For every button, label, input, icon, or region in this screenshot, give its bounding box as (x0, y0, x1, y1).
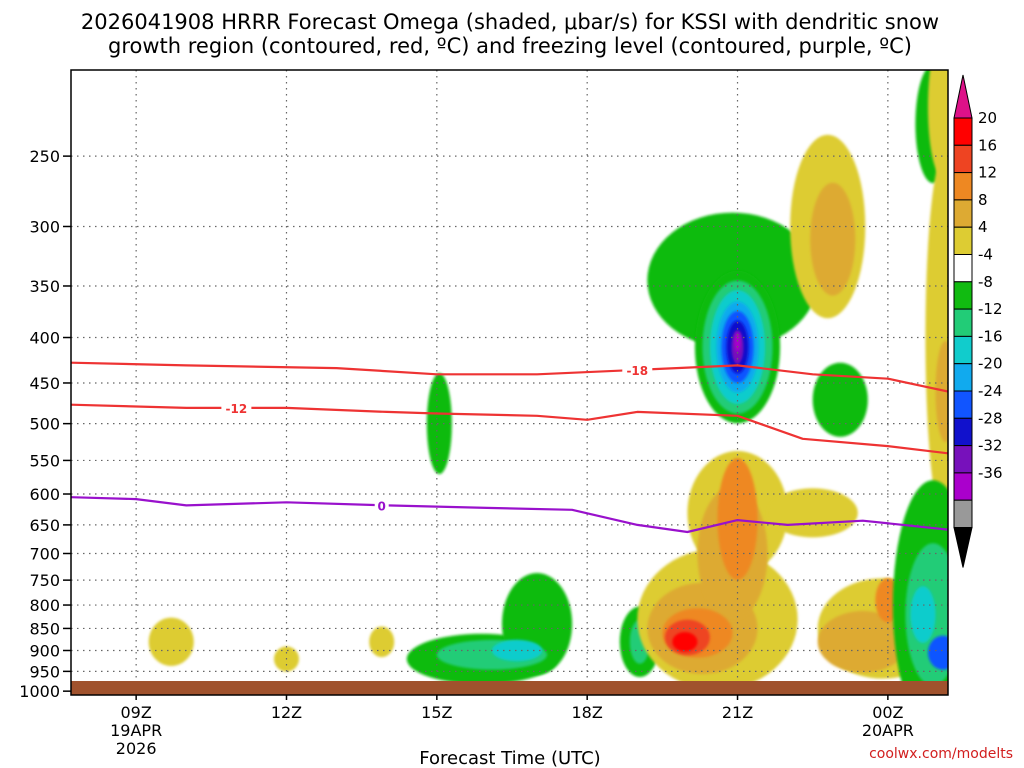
colorbar-segment (953, 335, 973, 365)
omega-blob (148, 617, 194, 666)
x-tick-date: 19APR (110, 721, 162, 740)
colorbar-segment (953, 308, 973, 337)
colorbar-label: 20 (978, 109, 997, 127)
contour-line (71, 403, 948, 455)
colorbar-segment (953, 499, 973, 529)
x-tick-label: 18Z (572, 703, 603, 722)
omega-blob (927, 70, 948, 178)
colorbar-segment (953, 117, 973, 146)
omega-blob (817, 611, 908, 673)
contour-line (71, 496, 948, 534)
x-tick-date: 20APR (862, 721, 914, 740)
contour-label: -12 (226, 402, 248, 416)
omega-blob (810, 182, 856, 296)
colorbar-label: -20 (978, 355, 1003, 373)
colorbar-label: 16 (978, 136, 997, 154)
x-tick-label: 21Z (722, 703, 753, 722)
x-axis-label: Forecast Time (UTC) (419, 748, 600, 768)
omega-blob (935, 340, 948, 443)
omega-blob (717, 458, 758, 580)
colorbar-segment (953, 472, 973, 501)
colorbar-segment (953, 226, 973, 255)
y-tick-label: 500 (29, 415, 60, 434)
y-tick-label: 950 (29, 662, 60, 681)
ground-bar (71, 681, 948, 695)
x-tick-label: 09Z (120, 703, 151, 722)
x-tick-label: 00Z (872, 703, 903, 722)
y-tick-label: 750 (29, 571, 60, 590)
colorbar-label: -12 (978, 300, 1003, 318)
colorbar-segment (953, 254, 973, 283)
colorbar-segment (953, 144, 973, 174)
colorbar-segment (953, 363, 973, 392)
colorbar-segment (953, 172, 973, 201)
colorbar-segment (953, 417, 973, 447)
colorbar-bottom-triangle (953, 527, 973, 568)
x-tick-year: 2026 (116, 739, 157, 758)
contour-label: -18 (626, 364, 648, 378)
y-tick-label: 900 (29, 641, 60, 660)
omega-blob (767, 488, 858, 538)
chart-title-line2: growth region (contoured, red, ºC) and f… (108, 34, 912, 58)
y-tick-label: 550 (29, 451, 60, 470)
colorbar-label: -8 (978, 273, 993, 291)
colorbar-segment (953, 445, 973, 474)
colorbar-label: -32 (978, 437, 1003, 455)
colorbar-label: -16 (978, 327, 1003, 345)
temperature-contours: -18 -12 0 (71, 361, 948, 534)
omega-blob (734, 332, 741, 352)
x-tick-label: 12Z (271, 703, 302, 722)
contour-label: 0 (378, 499, 386, 513)
contour-label-bg (221, 399, 252, 416)
colorbar-segment (953, 281, 973, 310)
omega-blob (672, 632, 698, 652)
contour-line (71, 361, 948, 393)
colorbar-label: 8 (978, 191, 988, 209)
y-tick-label: 650 (29, 516, 60, 535)
y-axis: 250 300 350 400 450 500 550 600 650 700 750 800 850 9… (19, 147, 71, 701)
colorbar-top-triangle (953, 74, 973, 119)
y-tick-label: 1000 (19, 682, 60, 701)
omega-blob (369, 626, 395, 658)
omega-blob (910, 586, 936, 643)
x-tick-label: 15Z (421, 703, 452, 722)
omega-blob (491, 639, 543, 662)
colorbar: 20 16 12 8 4 -4 -8 -12 -16 -20 -24 -28 -32 -36 (953, 74, 1003, 568)
colorbar-segment (953, 390, 973, 419)
y-tick-label: 450 (29, 374, 60, 393)
colorbar-label: -36 (978, 464, 1003, 482)
y-tick-label: 350 (29, 277, 60, 296)
y-tick-label: 400 (29, 329, 60, 348)
y-tick-label: 250 (29, 147, 60, 166)
y-tick-label: 800 (29, 596, 60, 615)
colorbar-label: -24 (978, 382, 1003, 400)
y-tick-label: 300 (29, 217, 60, 236)
colorbar-segment (953, 199, 973, 228)
chart-title-line1: 2026041908 HRRR Forecast Omega (shaded, … (81, 10, 939, 34)
colorbar-label: -4 (978, 246, 993, 264)
y-tick-label: 600 (29, 485, 60, 504)
colorbar-label: 4 (978, 218, 988, 236)
contour-label-bg (374, 497, 389, 514)
y-tick-label: 850 (29, 619, 60, 638)
omega-blob (812, 362, 868, 437)
contour-label-bg (622, 361, 653, 378)
colorbar-label: 12 (978, 164, 997, 182)
colorbar-label: -28 (978, 409, 1003, 427)
y-tick-label: 700 (29, 545, 60, 564)
omega-blob (927, 635, 948, 670)
omega-blob (426, 373, 452, 475)
credit-link[interactable]: coolwx.com/modelts (869, 746, 1013, 762)
